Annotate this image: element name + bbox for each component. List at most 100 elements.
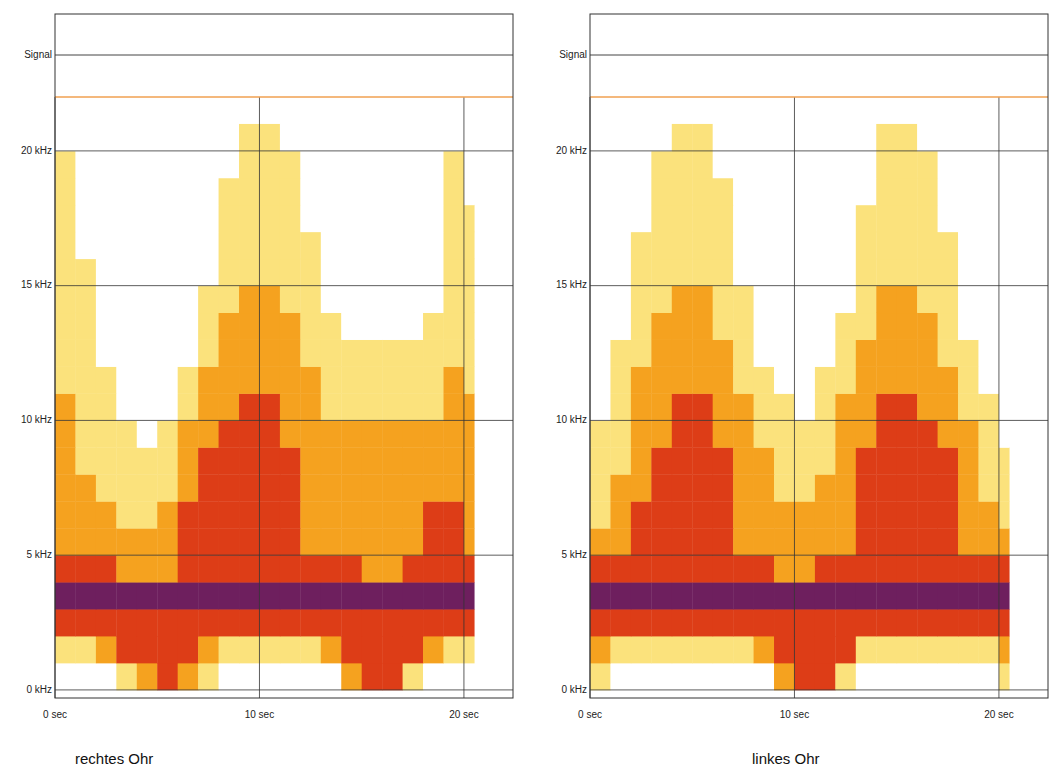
cell	[938, 474, 959, 501]
cell	[856, 259, 877, 286]
cell	[835, 232, 856, 259]
cell	[999, 232, 1010, 259]
cell	[198, 501, 219, 528]
cell	[403, 232, 424, 259]
cell	[464, 313, 475, 340]
cell	[300, 178, 321, 205]
cell	[321, 205, 342, 232]
cell	[815, 393, 836, 420]
cell	[198, 393, 219, 420]
cell	[219, 636, 240, 663]
cell	[362, 151, 383, 178]
cell	[300, 124, 321, 151]
cell	[754, 205, 775, 232]
cell	[774, 393, 795, 420]
cell	[259, 259, 280, 286]
cell	[713, 528, 734, 555]
cell	[590, 393, 611, 420]
grid-line	[55, 555, 513, 556]
cell	[157, 501, 178, 528]
cell	[692, 205, 713, 232]
cell	[774, 124, 795, 151]
cell	[672, 286, 693, 313]
cell	[590, 259, 611, 286]
cell	[590, 286, 611, 313]
cell	[75, 313, 96, 340]
cell	[774, 447, 795, 474]
cell	[341, 447, 362, 474]
cell	[300, 286, 321, 313]
cell	[300, 393, 321, 420]
cell	[403, 501, 424, 528]
cell	[157, 205, 178, 232]
cell	[897, 205, 918, 232]
cell	[239, 528, 260, 555]
cell	[178, 582, 199, 609]
cell	[774, 286, 795, 313]
cell	[464, 447, 475, 474]
cell	[75, 528, 96, 555]
cell	[239, 205, 260, 232]
cell	[897, 447, 918, 474]
cell	[259, 582, 280, 609]
cell	[137, 474, 158, 501]
cell	[958, 447, 979, 474]
cell	[219, 205, 240, 232]
cell	[938, 609, 959, 636]
cell	[116, 663, 137, 690]
cell	[280, 663, 301, 690]
cell	[610, 582, 631, 609]
cell	[280, 420, 301, 447]
cell	[610, 501, 631, 528]
cell	[75, 393, 96, 420]
cell	[157, 609, 178, 636]
cell	[341, 124, 362, 151]
cell	[137, 286, 158, 313]
cell	[856, 393, 877, 420]
cell	[610, 286, 631, 313]
cell	[321, 259, 342, 286]
cell	[958, 636, 979, 663]
cell	[733, 367, 754, 394]
cell	[999, 313, 1010, 340]
cell	[300, 447, 321, 474]
cell	[692, 555, 713, 582]
cell	[794, 393, 815, 420]
strip-divider	[590, 96, 1048, 98]
cell	[362, 178, 383, 205]
y-tick-label: 0 kHz	[26, 684, 52, 695]
cell	[958, 555, 979, 582]
cell	[239, 420, 260, 447]
cell	[382, 313, 403, 340]
cell	[713, 286, 734, 313]
cell	[754, 151, 775, 178]
cell	[999, 367, 1010, 394]
cell	[876, 286, 897, 313]
cell	[403, 393, 424, 420]
cell	[362, 259, 383, 286]
cell	[733, 420, 754, 447]
cell	[917, 474, 938, 501]
cell	[116, 582, 137, 609]
cell	[692, 474, 713, 501]
cell	[610, 259, 631, 286]
cell	[978, 636, 999, 663]
cell	[917, 205, 938, 232]
cell	[590, 501, 611, 528]
cell	[835, 259, 856, 286]
cell	[610, 663, 631, 690]
cell	[55, 420, 76, 447]
cell	[692, 232, 713, 259]
cell	[116, 636, 137, 663]
cell	[443, 474, 464, 501]
cell	[733, 663, 754, 690]
grid-line	[590, 285, 1048, 286]
cell	[835, 555, 856, 582]
cell	[692, 124, 713, 151]
cell	[835, 367, 856, 394]
cell	[362, 393, 383, 420]
cell	[464, 205, 475, 232]
cell	[938, 205, 959, 232]
cell	[382, 151, 403, 178]
cell	[96, 340, 117, 367]
